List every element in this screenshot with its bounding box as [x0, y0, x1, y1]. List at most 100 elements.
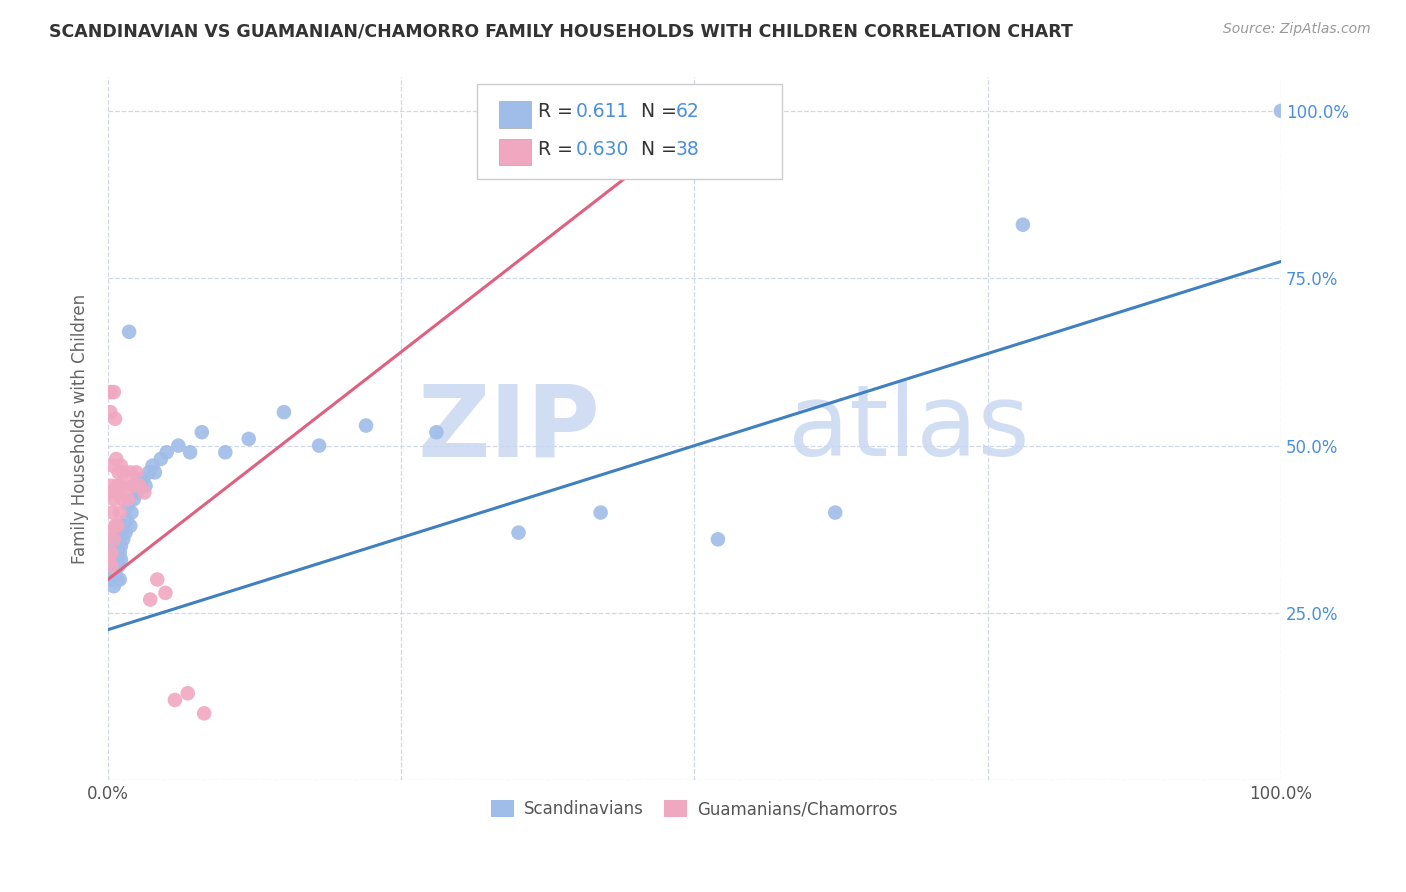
Point: [103, 492, 125, 507]
Point: [103, 385, 125, 400]
Point: [112, 466, 135, 480]
Point: [163, 693, 186, 707]
Point: [105, 452, 128, 467]
Point: [100, 533, 122, 547]
Point: [105, 519, 128, 533]
Point: [142, 458, 165, 473]
Point: [111, 525, 134, 540]
Point: [155, 586, 177, 600]
Text: atlas: atlas: [789, 380, 1031, 477]
Point: [117, 499, 139, 513]
Point: [129, 479, 152, 493]
Point: [508, 525, 530, 540]
Point: [108, 573, 131, 587]
Point: [105, 485, 128, 500]
Point: [143, 466, 166, 480]
Point: [111, 492, 134, 507]
Point: [132, 472, 155, 486]
Point: [177, 686, 200, 700]
Text: 0.611: 0.611: [576, 102, 630, 120]
Y-axis label: Family Households with Children: Family Households with Children: [72, 293, 89, 564]
Text: R =: R =: [538, 102, 579, 120]
Text: ZIP: ZIP: [418, 380, 600, 477]
Point: [105, 479, 128, 493]
Point: [98, 573, 121, 587]
Point: [127, 485, 149, 500]
Point: [191, 425, 214, 440]
Point: [101, 559, 124, 574]
Point: [179, 445, 201, 459]
Point: [98, 552, 121, 566]
Text: Source: ZipAtlas.com: Source: ZipAtlas.com: [1223, 22, 1371, 37]
Point: [100, 559, 122, 574]
Point: [114, 525, 136, 540]
Point: [104, 573, 127, 587]
Point: [134, 485, 156, 500]
Point: [354, 418, 377, 433]
FancyBboxPatch shape: [499, 138, 531, 165]
Point: [1012, 218, 1035, 232]
Point: [238, 432, 260, 446]
Text: R =: R =: [538, 140, 579, 159]
Point: [146, 573, 169, 587]
Legend: Scandinavians, Guamanians/Chamorros: Scandinavians, Guamanians/Chamorros: [484, 793, 904, 825]
Point: [101, 546, 124, 560]
Text: 0.630: 0.630: [576, 140, 630, 159]
Point: [103, 579, 125, 593]
Point: [103, 552, 125, 566]
Point: [122, 492, 145, 507]
Point: [104, 533, 127, 547]
Point: [103, 539, 125, 553]
Point: [110, 458, 132, 473]
Point: [107, 466, 129, 480]
Point: [110, 552, 132, 566]
FancyBboxPatch shape: [478, 85, 783, 179]
Point: [1270, 103, 1292, 118]
Point: [104, 566, 127, 580]
Point: [167, 439, 190, 453]
Point: [104, 519, 127, 533]
Point: [98, 485, 121, 500]
Point: [589, 506, 612, 520]
Point: [98, 525, 121, 540]
Point: [107, 559, 129, 574]
Point: [105, 559, 128, 574]
Point: [100, 479, 122, 493]
FancyBboxPatch shape: [499, 102, 531, 128]
Text: 38: 38: [676, 140, 699, 159]
Point: [156, 445, 179, 459]
Point: [120, 466, 142, 480]
Point: [112, 533, 135, 547]
Point: [707, 533, 730, 547]
Point: [124, 479, 146, 493]
Point: [108, 546, 131, 560]
Point: [117, 492, 139, 507]
Point: [105, 539, 128, 553]
Point: [108, 479, 131, 493]
Point: [128, 472, 150, 486]
Point: [138, 466, 160, 480]
Point: [98, 385, 121, 400]
Point: [108, 506, 131, 520]
Point: [824, 506, 846, 520]
Point: [214, 445, 236, 459]
Text: N =: N =: [641, 102, 682, 120]
Point: [100, 552, 122, 566]
Point: [100, 546, 122, 560]
Point: [118, 325, 141, 339]
Point: [105, 552, 128, 566]
Point: [121, 479, 143, 493]
Point: [100, 566, 122, 580]
Point: [103, 533, 125, 547]
Point: [193, 706, 215, 721]
Point: [139, 592, 162, 607]
Point: [98, 546, 121, 560]
Point: [107, 533, 129, 547]
Point: [135, 479, 157, 493]
Point: [105, 546, 128, 560]
Point: [104, 412, 127, 426]
Text: SCANDINAVIAN VS GUAMANIAN/CHAMORRO FAMILY HOUSEHOLDS WITH CHILDREN CORRELATION C: SCANDINAVIAN VS GUAMANIAN/CHAMORRO FAMIL…: [49, 22, 1073, 40]
Text: N =: N =: [641, 140, 682, 159]
Point: [120, 519, 142, 533]
Point: [308, 439, 330, 453]
